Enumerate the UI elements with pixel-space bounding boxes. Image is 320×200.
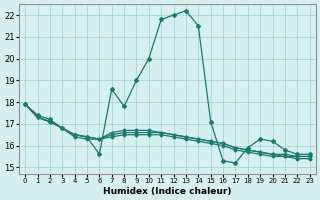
X-axis label: Humidex (Indice chaleur): Humidex (Indice chaleur) (103, 187, 232, 196)
